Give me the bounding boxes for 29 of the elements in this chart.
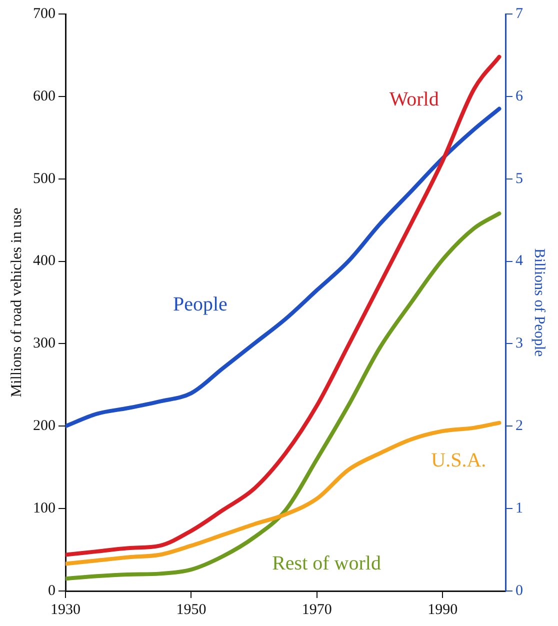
series-label: People — [172, 293, 228, 316]
x-tick-label: 1930 — [50, 602, 80, 618]
y2-tick-label: 3 — [516, 336, 523, 352]
y2-tick-label: 4 — [516, 253, 524, 270]
y2-tick-label: 5 — [516, 170, 523, 187]
x-tick-label: 1970 — [302, 602, 332, 618]
y-tick-label: 500 — [33, 170, 56, 187]
y2-tick-label: 6 — [516, 88, 524, 104]
series-label: Rest of world — [272, 552, 381, 574]
y2-tick-label: 0 — [516, 582, 523, 599]
y2-tick-label: 7 — [516, 6, 524, 22]
line-series — [66, 211, 502, 581]
x-tick-label: 1950 — [176, 602, 206, 618]
y-tick-label: 200 — [33, 418, 56, 434]
line-series — [66, 54, 502, 557]
y2-tick-label: 1 — [516, 500, 523, 517]
series-label: World — [389, 88, 439, 110]
y2-axis-title: Billions of People — [531, 248, 548, 358]
y-tick-label: 600 — [33, 88, 56, 104]
y2-tick-label: 2 — [516, 418, 523, 434]
y-tick-label: 100 — [33, 500, 56, 517]
line-series — [66, 106, 502, 428]
y-tick-label: 700 — [33, 6, 56, 22]
y-tick-label: 300 — [33, 336, 56, 352]
y-tick-label: 0 — [48, 582, 56, 599]
y-tick-label: 400 — [33, 253, 56, 270]
x-tick-label: 1990 — [428, 602, 458, 618]
series-label: U.S.A. — [431, 449, 486, 472]
y-axis-title: Millions of road vehicles in use — [8, 207, 25, 398]
